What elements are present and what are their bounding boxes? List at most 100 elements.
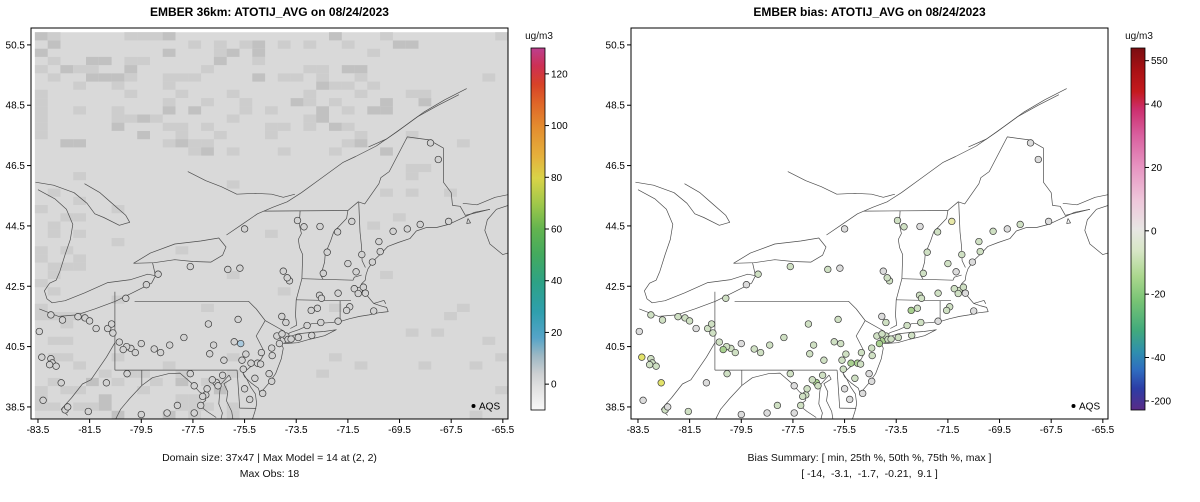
x-axis-tick-label: -77.5 — [182, 425, 205, 436]
station-marker — [961, 289, 970, 297]
station-marker — [150, 345, 158, 353]
x-axis-tick-label: -67.5 — [1040, 425, 1063, 436]
station-marker — [119, 345, 127, 354]
station-marker — [847, 359, 855, 367]
station-marker — [958, 250, 966, 259]
x-axis-tick-label: -77.5 — [782, 425, 805, 436]
station-marker — [283, 274, 291, 282]
station-marker — [737, 339, 745, 348]
station-marker — [173, 401, 182, 410]
x-axis-tick-label: -73.5 — [285, 425, 308, 436]
station-marker — [190, 409, 198, 417]
station-marker — [834, 315, 842, 324]
bias-colorbar-unit-label: ug/m3 — [1125, 31, 1153, 42]
station-marker — [92, 324, 100, 333]
station-marker — [166, 341, 174, 349]
station-marker — [220, 356, 228, 364]
station-marker — [84, 407, 92, 416]
station-marker — [293, 216, 302, 225]
y-axis-tick-label: 48.5 — [6, 101, 26, 112]
station-marker — [344, 259, 352, 268]
station-marker — [38, 353, 46, 361]
station-marker — [797, 401, 805, 410]
station-marker — [882, 318, 890, 327]
station-marker — [908, 331, 916, 340]
y-axis-tick-label: 42.5 — [606, 282, 626, 293]
colorbar-tick-label: 120 — [551, 69, 568, 80]
station-marker — [137, 410, 145, 419]
station-marker — [674, 313, 682, 321]
y-axis-tick-label: 40.5 — [6, 342, 26, 353]
station-marker — [268, 344, 276, 352]
station-marker — [975, 237, 983, 246]
station-marker — [808, 376, 816, 384]
aqs-legend: AQS — [1071, 402, 1100, 413]
x-axis-tick-label: -83.5 — [627, 425, 650, 436]
x-axis-tick-label: -71.5 — [936, 425, 959, 436]
station-marker — [959, 283, 968, 291]
station-marker — [203, 385, 211, 393]
y-axis-tick-label: 50.5 — [6, 40, 26, 51]
colorbar-tick-label: 100 — [551, 121, 568, 132]
station-marker — [894, 333, 902, 342]
station-markers — [35, 139, 453, 419]
station-marker — [856, 360, 865, 368]
station-marker — [278, 312, 286, 321]
basemap-outlines — [635, 88, 1108, 419]
x-axis-tick-label: -69.5 — [388, 425, 411, 436]
x-axis-tick-label: -73.5 — [885, 425, 908, 436]
station-marker — [868, 344, 876, 352]
colorbar-tick-label: 40 — [1151, 100, 1163, 111]
station-marker — [883, 274, 891, 282]
station-marker — [109, 329, 117, 337]
aqs-legend-label: AQS — [1079, 402, 1100, 413]
station-marker — [839, 365, 847, 373]
station-marker — [818, 371, 827, 379]
station-marker — [317, 318, 325, 327]
station-marker — [313, 304, 322, 312]
station-marker — [39, 396, 47, 404]
station-marker — [907, 306, 915, 315]
station-marker — [317, 294, 326, 302]
station-marker — [639, 396, 647, 404]
station-marker — [723, 370, 731, 378]
station-marker — [74, 313, 82, 321]
station-marker — [766, 341, 774, 349]
station-marker — [664, 403, 672, 411]
bias-caption-summary-values: [ -14, -3.1, -1.7, -0.21, 9.1 ] — [801, 468, 938, 480]
station-marker — [763, 409, 771, 417]
basemap-outlines — [35, 88, 508, 419]
aqs-legend-dot — [471, 404, 476, 408]
colorbar-tick-label: 20 — [1151, 163, 1163, 174]
station-marker — [903, 321, 911, 330]
station-marker — [230, 338, 238, 346]
station-marker — [240, 225, 249, 233]
station-marker — [240, 385, 249, 393]
x-axis-tick-label: -65.5 — [491, 425, 514, 436]
station-marker — [278, 330, 286, 338]
station-marker — [444, 217, 453, 226]
station-marker — [638, 353, 646, 361]
bias-panel-title: EMBER bias: ATOTIJ_AVG on 08/24/2023 — [753, 5, 986, 19]
x-axis-tick-label: -75.5 — [833, 425, 856, 436]
station-marker — [989, 227, 997, 235]
station-marker — [64, 403, 72, 411]
x-axis-tick-label: -81.5 — [78, 425, 101, 436]
station-marker — [234, 315, 242, 324]
station-marker — [190, 382, 198, 390]
station-marker — [917, 294, 926, 302]
station-marker — [868, 351, 876, 360]
station-marker — [814, 382, 822, 390]
station-marker — [237, 339, 245, 348]
station-marker — [224, 265, 232, 274]
colorbar-tick-label: 60 — [551, 225, 563, 236]
station-marker — [970, 307, 978, 315]
model-plot-area — [34, 32, 508, 419]
x-axis-tick-label: -65.5 — [1091, 425, 1114, 436]
station-marker — [838, 356, 846, 364]
station-marker — [846, 395, 854, 404]
station-marker — [934, 317, 942, 325]
station-marker — [851, 374, 859, 382]
station-marker — [85, 317, 94, 325]
model-caption-maxobs: Max Obs: 18 — [239, 468, 300, 480]
